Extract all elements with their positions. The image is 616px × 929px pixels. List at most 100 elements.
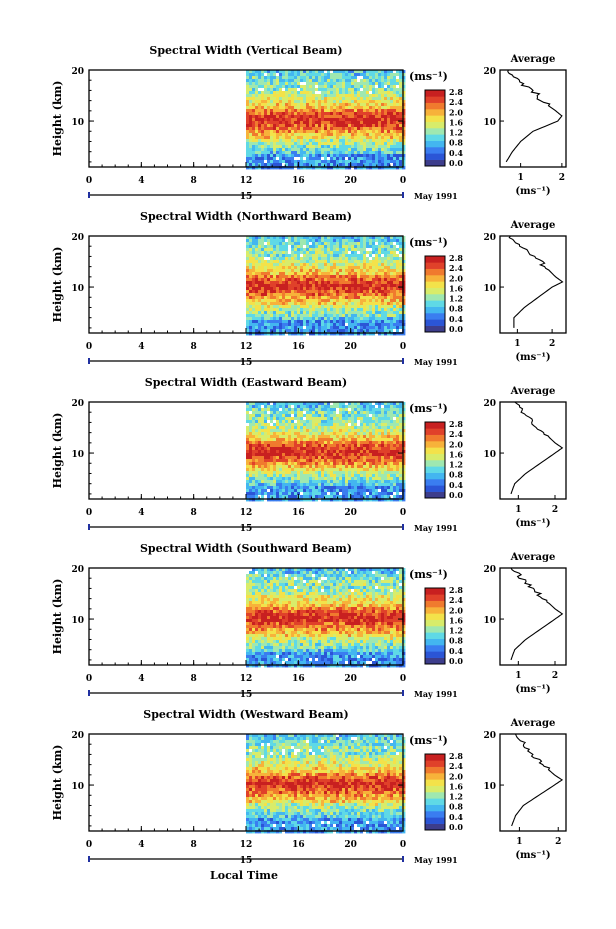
avg-x-tick-label: 2 — [555, 837, 561, 847]
colorbar-frame — [424, 89, 446, 167]
y-tick-label: 20 — [71, 233, 84, 243]
y-tick-label: 20 — [71, 67, 84, 77]
colorbar-swatch — [425, 773, 445, 780]
colorbar-swatch — [425, 594, 445, 601]
colorbar-swatch — [425, 147, 445, 154]
average-frame — [499, 235, 567, 334]
average-title: Average — [510, 220, 556, 231]
date-label: May 1991 — [414, 855, 458, 865]
day-label: 15 — [240, 524, 253, 534]
x-tick-label: 20 — [344, 674, 357, 684]
average-frame — [499, 733, 567, 832]
average-xlabel: (ms⁻¹) — [515, 850, 550, 861]
colorbar-tick-label: 1.6 — [449, 283, 463, 293]
colorbar-tick-label: 1.6 — [449, 449, 463, 459]
average-title: Average — [510, 386, 556, 397]
colorbar-tick-label: 2.0 — [449, 605, 463, 615]
colorbar-tick-label: 0.8 — [449, 802, 463, 812]
colorbar-swatch — [425, 811, 445, 818]
avg-y-tick-label: 10 — [483, 118, 496, 128]
colorbar-tick-label: 2.4 — [449, 97, 463, 107]
colorbar-unit: (ms⁻¹) — [409, 568, 448, 581]
average-title: Average — [510, 718, 556, 729]
x-tick-label: 0 — [86, 840, 92, 850]
colorbar-swatch — [425, 607, 445, 614]
x-tick-label: 16 — [292, 508, 305, 518]
colorbar-frame — [424, 421, 446, 499]
colorbar-swatch — [425, 325, 445, 333]
colorbar-tick-label: 0.8 — [449, 470, 463, 480]
colorbar-swatch — [425, 479, 445, 486]
x-tick-label: 0 — [400, 176, 406, 186]
y-axis-label: Height (km) — [51, 579, 64, 655]
y-axis-label: Height (km) — [51, 745, 64, 821]
colorbar-unit: (ms⁻¹) — [409, 236, 448, 249]
colorbar-tick-label: 1.6 — [449, 781, 463, 791]
colorbar-swatch — [425, 619, 445, 627]
y-tick-label: 20 — [71, 731, 84, 741]
x-tick-label: 20 — [344, 342, 357, 352]
colorbar-tick-label: 2.0 — [449, 107, 463, 117]
x-tick-label: 0 — [400, 840, 406, 850]
colorbar-swatch — [425, 134, 445, 141]
colorbar-swatch — [425, 792, 445, 799]
colorbar-swatch — [425, 472, 445, 480]
heatmap-cells — [246, 734, 406, 834]
x-tick-label: 4 — [138, 674, 144, 684]
colorbar-tick-label: 0.0 — [449, 822, 463, 832]
colorbar-swatch — [425, 102, 445, 110]
x-tick-label: 8 — [191, 840, 197, 850]
colorbar-swatch — [425, 613, 445, 620]
colorbar-swatch — [425, 441, 445, 448]
colorbar-tick-label: 2.8 — [449, 751, 463, 761]
colorbar-swatch — [425, 306, 445, 314]
colorbar-swatch — [425, 651, 445, 658]
heatmap-cells — [246, 402, 406, 502]
x-tick-label: 16 — [292, 342, 305, 352]
x-tick-label: 0 — [86, 674, 92, 684]
colorbar-swatch — [425, 90, 445, 97]
colorbar-tick-label: 1.6 — [449, 615, 463, 625]
colorbar-swatch — [425, 626, 445, 633]
y-tick-label: 20 — [71, 565, 84, 575]
x-tick-label: 12 — [240, 840, 253, 850]
colorbar-frame — [424, 255, 446, 333]
heatmap-cells — [246, 236, 406, 336]
colorbar-swatch — [425, 153, 445, 160]
date-label: May 1991 — [414, 523, 458, 533]
colorbar-swatch — [425, 159, 445, 167]
colorbar-swatch — [425, 313, 445, 320]
average-xlabel: (ms⁻¹) — [515, 684, 550, 695]
colorbar-swatch — [425, 268, 445, 276]
x-axis-label: Local Time — [210, 869, 278, 882]
colorbar-swatch — [425, 319, 445, 326]
date-label: May 1991 — [414, 191, 458, 201]
avg-y-tick-label: 20 — [483, 399, 496, 409]
average-profile-line — [510, 567, 564, 661]
average-title: Average — [510, 54, 556, 65]
x-tick-label: 0 — [86, 176, 92, 186]
colorbar-tick-label: 1.2 — [449, 792, 463, 802]
avg-x-tick-label: 1 — [516, 837, 522, 847]
avg-y-tick-label: 10 — [483, 616, 496, 626]
avg-x-tick-label: 2 — [552, 671, 558, 681]
colorbar-swatch — [425, 109, 445, 116]
colorbar-swatch — [425, 645, 445, 652]
panel-title: Spectral Width (Vertical Beam) — [149, 44, 342, 57]
x-tick-label: 12 — [240, 508, 253, 518]
y-tick-label: 10 — [71, 782, 84, 792]
colorbar-swatch — [425, 428, 445, 435]
colorbar-tick-label: 2.4 — [449, 429, 463, 439]
colorbar-tick-label: 2.0 — [449, 439, 463, 449]
colorbar-tick-label: 0.8 — [449, 138, 463, 148]
avg-y-tick-label: 20 — [483, 67, 496, 77]
colorbar-unit: (ms⁻¹) — [409, 402, 448, 415]
x-tick-label: 12 — [240, 176, 253, 186]
colorbar-tick-label: 0.4 — [449, 646, 463, 656]
colorbar-frame — [424, 753, 446, 831]
colorbar-unit: (ms⁻¹) — [409, 734, 448, 747]
colorbar-tick-label: 0.4 — [449, 148, 463, 158]
x-tick-label: 0 — [86, 342, 92, 352]
y-axis-label: Height (km) — [51, 81, 64, 157]
colorbar-swatch — [425, 785, 445, 793]
